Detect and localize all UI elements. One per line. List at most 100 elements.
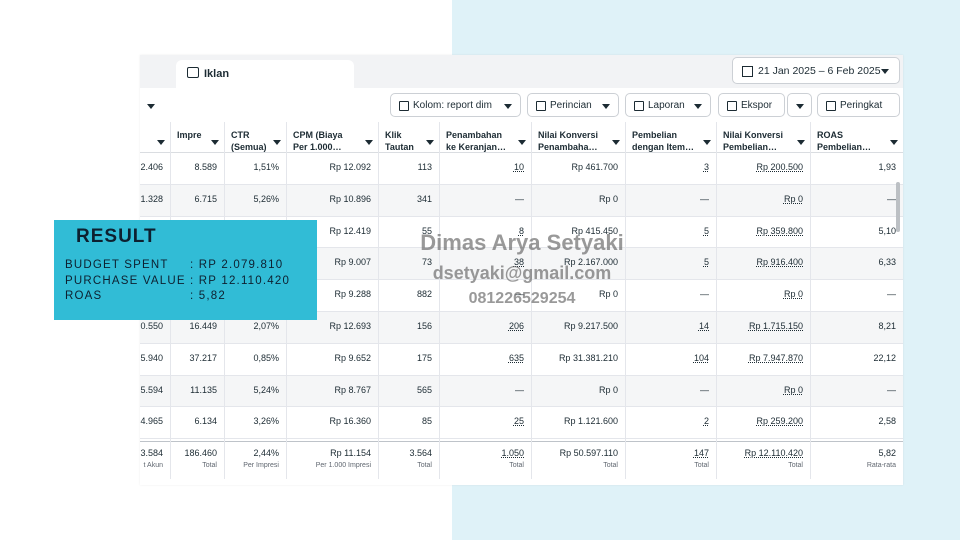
table-row bbox=[140, 375, 903, 408]
table-cell: Rp 0 bbox=[783, 384, 803, 395]
table-cell: Rp 1.121.600 bbox=[563, 416, 618, 427]
table-cell: — bbox=[700, 289, 709, 300]
table-cell: 5,10 bbox=[878, 225, 896, 236]
table-cell: — bbox=[515, 384, 524, 395]
total-note: Rata-rata bbox=[866, 462, 896, 470]
table-cell: 5 bbox=[703, 225, 709, 236]
table-cell: 1,93 bbox=[878, 162, 896, 172]
column-divider bbox=[716, 122, 717, 480]
toolbar-button[interactable]: Laporan bbox=[625, 93, 711, 117]
table-cell: 882 bbox=[416, 289, 432, 300]
button-icon bbox=[634, 101, 644, 111]
table-cell: 175 bbox=[416, 352, 432, 363]
table-row bbox=[140, 407, 903, 440]
total-cell: Rp 50.597.110 bbox=[559, 448, 618, 459]
column-divider bbox=[531, 122, 532, 480]
result-label: BUDGET SPENT bbox=[65, 259, 169, 271]
table-cell: Rp 7.947.870 bbox=[748, 352, 803, 363]
table-cell: Rp 0 bbox=[783, 289, 803, 300]
table-cell: 156 bbox=[416, 321, 432, 331]
total-row bbox=[140, 441, 903, 483]
table-cell: Rp 12.419 bbox=[329, 225, 371, 236]
dropdown-caret bbox=[504, 104, 512, 109]
total-cell: 3.584 bbox=[140, 448, 163, 459]
column-header[interactable]: Klik Tautan bbox=[385, 130, 414, 152]
table-cell: 16.449 bbox=[189, 321, 217, 331]
column-divider bbox=[625, 122, 626, 480]
total-note: Total bbox=[694, 462, 709, 470]
table-cell: Rp 8.767 bbox=[334, 384, 371, 395]
toolbar-button[interactable]: Ekspor bbox=[718, 93, 785, 117]
table-cell: 3 bbox=[703, 162, 709, 172]
sort-caret bbox=[518, 140, 526, 145]
table-cell: 635 bbox=[508, 352, 524, 363]
total-cell: 2,44% bbox=[253, 448, 279, 459]
table-cell: 5.940 bbox=[140, 352, 163, 363]
table-cell: 38 bbox=[513, 257, 524, 268]
toolbar-button[interactable]: Peringkat bbox=[817, 93, 900, 117]
table-cell: Rp 9.288 bbox=[334, 289, 371, 300]
column-header[interactable]: Nilai Konversi Penambaha… bbox=[538, 130, 599, 152]
table-cell: 22,12 bbox=[873, 352, 896, 363]
total-cell: 147 bbox=[693, 448, 709, 459]
table-cell: 10 bbox=[513, 162, 524, 172]
table-cell: 11.135 bbox=[190, 384, 217, 395]
table-cell: 37.217 bbox=[189, 352, 217, 363]
table-cell: Rp 9.652 bbox=[334, 352, 371, 363]
table-cell: 2,07% bbox=[253, 321, 279, 331]
table-cell: 2.406 bbox=[140, 162, 163, 172]
table-cell: 0.550 bbox=[140, 321, 163, 331]
result-title: RESULT bbox=[76, 226, 157, 247]
toolbar-button[interactable]: Perincian bbox=[527, 93, 619, 117]
toolbar-button[interactable]: Kolom: report dim bbox=[390, 93, 521, 117]
date-picker[interactable]: 21 Jan 2025 – 6 Feb 2025 bbox=[732, 57, 900, 84]
result-value: : RP 12.110.420 bbox=[190, 274, 291, 287]
table-cell: 3,26% bbox=[253, 416, 279, 427]
table-cell: Rp 9.007 bbox=[334, 257, 371, 268]
table-cell: — bbox=[887, 289, 896, 300]
table-cell: Rp 359.800 bbox=[756, 225, 803, 236]
total-note: Total bbox=[788, 462, 803, 470]
total-note: Per Impresi bbox=[243, 462, 279, 470]
dropdown-caret bbox=[881, 69, 889, 74]
table-cell: 8,21 bbox=[878, 321, 896, 331]
column-header[interactable]: Impre bbox=[177, 130, 202, 140]
table-cell: Rp 9.217.500 bbox=[563, 321, 618, 331]
table-cell: 5,26% bbox=[253, 193, 279, 204]
table-cell: Rp 916.400 bbox=[756, 257, 803, 268]
table-cell: 85 bbox=[421, 416, 432, 427]
table-cell: 1.328 bbox=[140, 193, 163, 204]
sort-caret bbox=[211, 140, 219, 145]
column-header[interactable]: Nilai Konversi Pembelian… bbox=[723, 130, 784, 152]
column-header[interactable]: Pembelian dengan Item… bbox=[632, 130, 695, 152]
dropdown-caret bbox=[796, 104, 804, 109]
table-cell: 5,24% bbox=[253, 384, 279, 395]
total-cell: 1.050 bbox=[501, 448, 524, 459]
column-header[interactable]: ROAS Pembelian… bbox=[817, 130, 872, 152]
dropdown-caret[interactable] bbox=[147, 104, 155, 109]
result-label: PURCHASE VALUE bbox=[65, 274, 186, 287]
table-cell: 6,33 bbox=[878, 257, 896, 268]
table-cell: Rp 1.715.150 bbox=[748, 321, 803, 331]
table-cell: 565 bbox=[416, 384, 432, 395]
tab[interactable]: Iklan bbox=[176, 60, 354, 88]
result-box: RESULT BUDGET SPENT: RP 2.079.810 PURCHAS… bbox=[54, 220, 317, 320]
tab-label: Iklan bbox=[204, 68, 230, 80]
column-header[interactable]: CPM (Biaya Per 1.000… bbox=[293, 130, 343, 152]
table-cell: — bbox=[700, 193, 709, 204]
dropdown-caret bbox=[694, 104, 702, 109]
table-cell: Rp 0 bbox=[783, 193, 803, 204]
table-cell: — bbox=[515, 289, 524, 300]
table-cell: Rp 259.200 bbox=[756, 416, 803, 427]
table-cell: Rp 0 bbox=[598, 384, 618, 395]
table-cell: 1,51% bbox=[253, 162, 279, 172]
table-cell: Rp 200.500 bbox=[756, 162, 803, 172]
table-cell: 2 bbox=[703, 416, 709, 427]
column-header[interactable]: CTR (Semua) bbox=[231, 130, 267, 152]
column-header[interactable]: Penambahan ke Keranjan… bbox=[446, 130, 507, 152]
table-cell: 6.134 bbox=[194, 416, 217, 427]
toolbar-dropdown[interactable] bbox=[787, 93, 812, 117]
total-cell: 3.564 bbox=[409, 448, 432, 459]
table-cell: Rp 16.360 bbox=[329, 416, 371, 427]
button-icon bbox=[536, 101, 546, 111]
